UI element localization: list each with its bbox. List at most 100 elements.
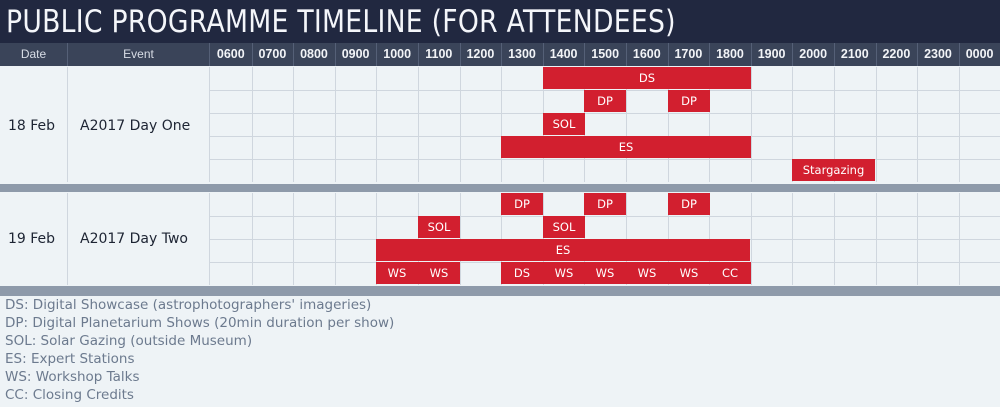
hour-header-0000: 0000 bbox=[965, 47, 994, 61]
hour-header-1500: 1500 bbox=[591, 47, 620, 61]
hour-header-2200: 2200 bbox=[882, 47, 911, 61]
day-two-date: 19 Feb bbox=[8, 231, 56, 247]
day-divider bbox=[0, 286, 1000, 296]
column-line bbox=[626, 67, 627, 182]
event-bar-ws: WS bbox=[626, 262, 668, 284]
header-separator bbox=[584, 43, 585, 66]
header-separator bbox=[67, 43, 68, 66]
title-bar: PUBLIC PROGRAMME TIMELINE (FOR ATTENDEES… bbox=[0, 0, 1000, 43]
hour-header-2100: 2100 bbox=[840, 47, 869, 61]
event-bar-ws: WS bbox=[668, 262, 710, 284]
column-line bbox=[376, 67, 377, 182]
hour-header-2300: 2300 bbox=[924, 47, 952, 61]
column-line bbox=[792, 67, 793, 182]
day-one-event: A2017 Day One bbox=[80, 118, 191, 134]
timeline-grid: 18 Feb A2017 Day One 19 Feb A2017 Day Tw… bbox=[0, 66, 1000, 296]
event-bar-es: ES bbox=[376, 239, 750, 261]
column-line bbox=[917, 67, 918, 182]
header-separator bbox=[209, 43, 210, 66]
date-column-header: Date bbox=[20, 47, 47, 61]
header-separator bbox=[876, 43, 877, 66]
header-separator bbox=[626, 43, 627, 66]
legend: DS: Digital Showcase (astrophotographers… bbox=[0, 296, 1000, 407]
column-line bbox=[293, 67, 294, 182]
column-line bbox=[209, 193, 210, 285]
event-bar-ws: WS bbox=[584, 262, 626, 284]
column-line bbox=[335, 67, 336, 182]
hour-header-1100: 1100 bbox=[425, 47, 453, 61]
header-separator bbox=[335, 43, 336, 66]
hour-header-2000: 2000 bbox=[799, 47, 828, 61]
timeline-header: Date Event 0600 0700 0800 0900 1000 1100 1200 1… bbox=[0, 43, 1000, 66]
event-bar-ws: WS bbox=[543, 262, 585, 284]
hour-header-1300: 1300 bbox=[508, 47, 536, 61]
event-column-header: Event bbox=[123, 47, 154, 61]
header-separator bbox=[418, 43, 419, 66]
header-separator bbox=[792, 43, 793, 66]
column-line bbox=[460, 67, 461, 182]
event-bar-es: ES bbox=[501, 136, 751, 158]
header-separator bbox=[252, 43, 253, 66]
event-bar-dp: DP bbox=[668, 193, 710, 215]
header-separator bbox=[293, 43, 294, 66]
hour-header-0900: 0900 bbox=[341, 47, 370, 61]
column-line bbox=[209, 67, 210, 182]
header-separator bbox=[460, 43, 461, 66]
hour-header-1900: 1900 bbox=[757, 47, 786, 61]
hour-header-1000: 1000 bbox=[383, 47, 412, 61]
event-bar-sol: SOL bbox=[543, 216, 585, 238]
event-bar-ds: DS bbox=[543, 67, 751, 89]
event-bar-ws: WS bbox=[376, 262, 418, 284]
event-bar-cc: CC bbox=[709, 262, 751, 284]
event-bar-dp: DP bbox=[501, 193, 543, 215]
hour-header-1200: 1200 bbox=[466, 47, 495, 61]
page-title: PUBLIC PROGRAMME TIMELINE (FOR ATTENDEES… bbox=[6, 4, 676, 40]
header-separator bbox=[501, 43, 502, 66]
legend-item-dp: DP: Digital Planetarium Shows (20min dur… bbox=[5, 315, 395, 331]
header-separator bbox=[376, 43, 377, 66]
column-line bbox=[501, 67, 502, 182]
column-line bbox=[418, 67, 419, 182]
event-bar-ds: DS bbox=[501, 262, 543, 284]
column-line bbox=[959, 67, 960, 182]
hour-header-0800: 0800 bbox=[300, 47, 328, 61]
legend-item-sol: SOL: Solar Gazing (outside Museum) bbox=[5, 333, 253, 349]
hour-header-1600: 1600 bbox=[632, 47, 661, 61]
header-separator bbox=[834, 43, 835, 66]
header-separator bbox=[917, 43, 918, 66]
column-line bbox=[668, 67, 669, 182]
column-line bbox=[834, 67, 835, 182]
legend-item-cc: CC: Closing Credits bbox=[5, 387, 134, 403]
header-separator bbox=[668, 43, 669, 66]
event-bar-stargazing: Stargazing bbox=[792, 159, 875, 181]
row-line bbox=[210, 216, 1000, 217]
hour-header-0600: 0600 bbox=[216, 47, 245, 61]
hour-header-0700: 0700 bbox=[258, 47, 287, 61]
hour-header-1700: 1700 bbox=[674, 47, 703, 61]
day-divider bbox=[0, 184, 1000, 192]
header-separator bbox=[751, 43, 752, 66]
column-line bbox=[67, 67, 68, 182]
event-bar-sol: SOL bbox=[418, 216, 460, 238]
header-separator bbox=[543, 43, 544, 66]
legend-item-es: ES: Expert Stations bbox=[5, 351, 135, 367]
event-bar-sol: SOL bbox=[543, 113, 585, 135]
column-line bbox=[67, 193, 68, 285]
day-two-event: A2017 Day Two bbox=[80, 231, 189, 247]
event-bar-ws: WS bbox=[418, 262, 460, 284]
column-line bbox=[876, 67, 877, 182]
header-separator bbox=[959, 43, 960, 66]
hour-header-1400: 1400 bbox=[549, 47, 578, 61]
column-line bbox=[751, 67, 752, 182]
event-bar-dp: DP bbox=[584, 90, 626, 112]
row-line bbox=[210, 159, 1000, 160]
legend-item-ds: DS: Digital Showcase (astrophotographers… bbox=[5, 297, 372, 313]
column-line bbox=[252, 67, 253, 182]
event-bar-dp: DP bbox=[584, 193, 626, 215]
hour-header-1800: 1800 bbox=[716, 47, 744, 61]
column-line bbox=[709, 67, 710, 182]
day-one-date: 18 Feb bbox=[8, 118, 56, 134]
legend-item-ws: WS: Workshop Talks bbox=[5, 369, 140, 385]
header-separator bbox=[709, 43, 710, 66]
row-line bbox=[210, 113, 1000, 114]
